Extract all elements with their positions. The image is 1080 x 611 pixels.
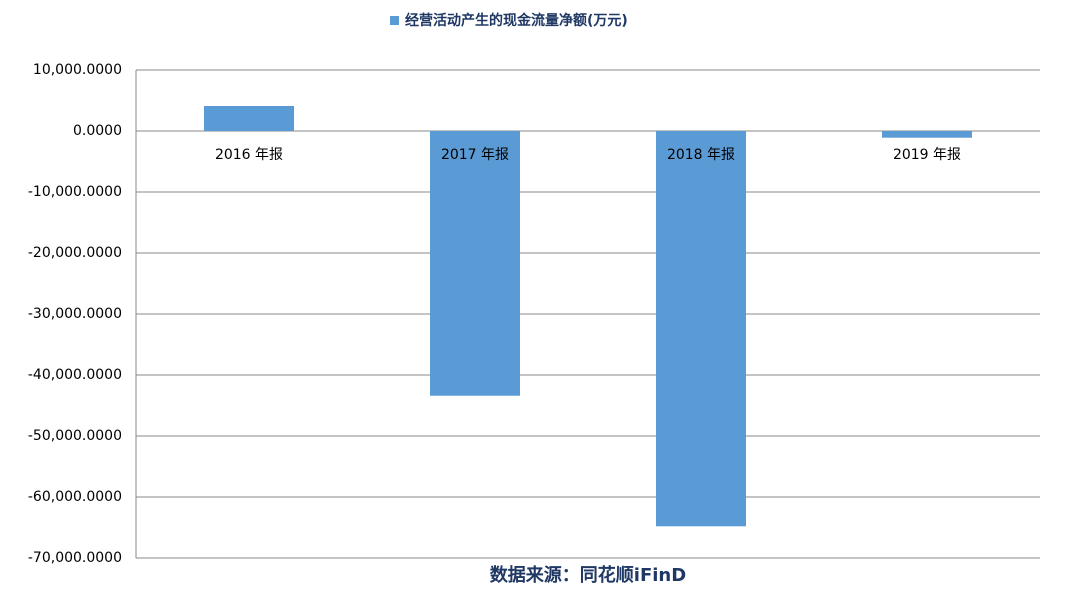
x-tick-label: 2018 年报: [667, 147, 735, 163]
y-tick-label: -50,000.0000: [28, 428, 122, 444]
y-tick-label: -70,000.0000: [28, 550, 122, 566]
x-tick-label: 2016 年报: [215, 147, 283, 163]
bar: [204, 105, 294, 131]
legend-label: 经营活动产生的现金流量净额(万元): [405, 12, 628, 29]
source-note: 数据来源：同花顺iFinD: [490, 564, 686, 586]
y-tick-label: -60,000.0000: [28, 489, 122, 505]
y-tick-label: -20,000.0000: [28, 245, 122, 261]
y-tick-label: -30,000.0000: [28, 306, 122, 322]
bar: [656, 131, 746, 527]
y-tick-label: -10,000.0000: [28, 184, 122, 200]
y-tick-label: -40,000.0000: [28, 367, 122, 383]
x-tick-label: 2017 年报: [441, 147, 509, 163]
legend-swatch: [390, 16, 399, 25]
bar: [882, 131, 972, 138]
bar: [430, 131, 520, 396]
y-tick-label: 0.0000: [73, 123, 122, 139]
y-tick-label: 10,000.0000: [33, 62, 122, 78]
x-tick-label: 2019 年报: [893, 147, 961, 163]
